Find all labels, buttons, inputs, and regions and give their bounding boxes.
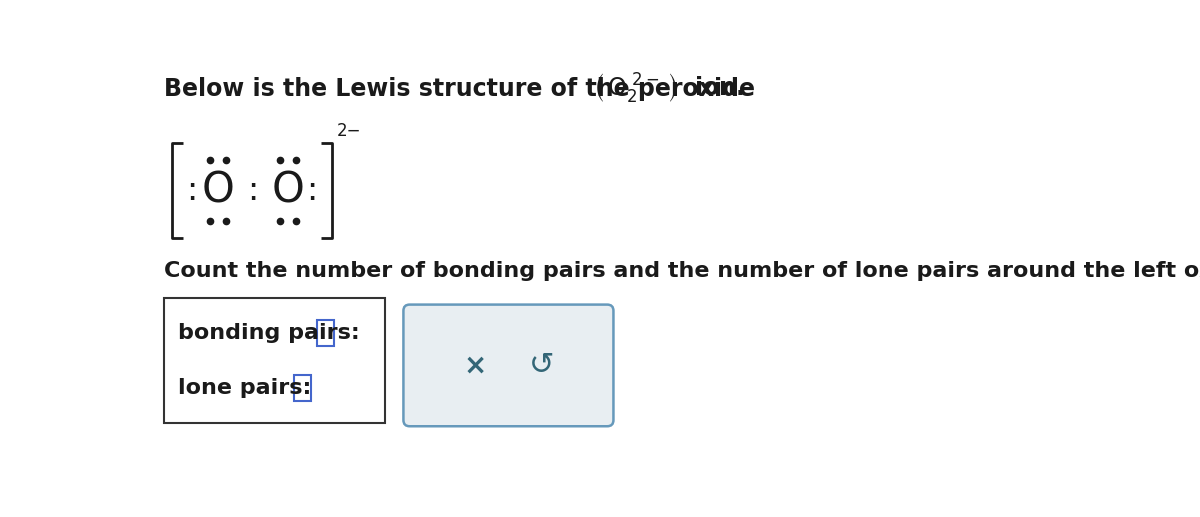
- Text: Count the number of bonding pairs and the number of lone pairs around the left o: Count the number of bonding pairs and th…: [164, 262, 1200, 281]
- FancyBboxPatch shape: [164, 298, 385, 423]
- FancyBboxPatch shape: [403, 305, 613, 426]
- Text: bonding pairs:: bonding pairs:: [178, 323, 367, 343]
- Text: :: :: [247, 174, 259, 207]
- Text: :: :: [186, 174, 198, 207]
- Text: ×: ×: [463, 352, 486, 379]
- Text: 2−: 2−: [337, 122, 361, 140]
- Text: ↺: ↺: [529, 351, 554, 380]
- Text: O: O: [271, 170, 305, 211]
- Text: :: :: [306, 174, 318, 207]
- FancyBboxPatch shape: [294, 375, 311, 401]
- FancyBboxPatch shape: [317, 320, 335, 346]
- Text: $\left(\,\mathsf{O}_2^{\ 2-}\,\right)$  ion.: $\left(\,\mathsf{O}_2^{\ 2-}\,\right)$ i…: [593, 72, 744, 106]
- Text: Below is the Lewis structure of the peroxide: Below is the Lewis structure of the pero…: [164, 77, 755, 101]
- Text: lone pairs:: lone pairs:: [178, 378, 319, 398]
- Text: O: O: [202, 170, 235, 211]
